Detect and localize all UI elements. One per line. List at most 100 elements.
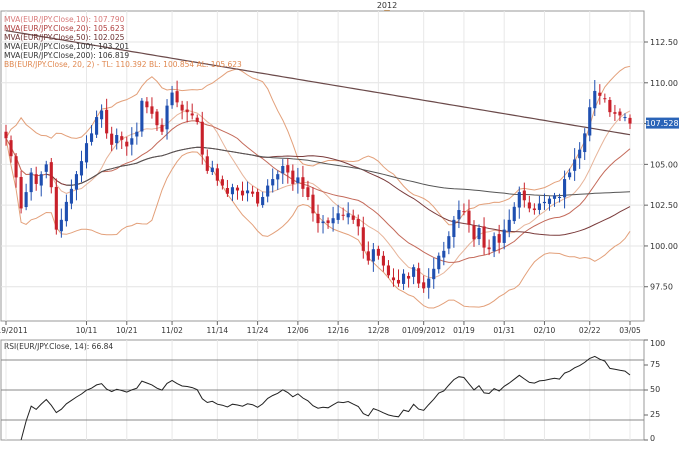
- candle: [321, 215, 325, 234]
- mva200-line: [5, 30, 631, 136]
- candle: [49, 157, 53, 194]
- candle: [140, 98, 144, 137]
- candle: [145, 97, 149, 114]
- candle: [180, 100, 184, 120]
- candle: [261, 191, 265, 208]
- date-tick-label: 11/14: [207, 326, 229, 335]
- mva100-line: [66, 146, 631, 197]
- candle: [386, 260, 391, 279]
- candle: [306, 180, 310, 201]
- candle: [54, 178, 58, 235]
- candle: [24, 183, 28, 211]
- candle: [407, 272, 411, 288]
- candle: [401, 269, 406, 290]
- candle: [79, 150, 84, 183]
- candle: [125, 136, 129, 156]
- date-tick-label: 02/10: [534, 326, 556, 335]
- price-tick-label: 102.50: [650, 201, 678, 210]
- candle: [547, 196, 552, 211]
- candle: [110, 126, 114, 152]
- candle: [14, 153, 18, 188]
- candle: [281, 159, 285, 184]
- candle: [271, 168, 275, 193]
- candle: [396, 269, 401, 287]
- candle: [34, 166, 38, 191]
- candle: [467, 199, 471, 233]
- candle: [588, 99, 592, 142]
- candle: [583, 128, 587, 161]
- candle: [371, 243, 375, 272]
- candle: [64, 194, 68, 227]
- candle: [95, 110, 99, 138]
- rsi-tick-label: 75: [650, 360, 660, 369]
- candle: [195, 114, 199, 125]
- date-tick-label: 12/28: [368, 326, 390, 335]
- rsi-y-axis: 100 75 50 25 0: [644, 339, 665, 443]
- candle: [472, 220, 476, 247]
- candle: [301, 165, 305, 197]
- candle: [532, 203, 536, 215]
- legend-mva20: MVA(EUR/JPY.Close,20): 105.623: [4, 24, 125, 33]
- candle: [59, 208, 63, 238]
- candle: [608, 97, 612, 117]
- candle: [502, 219, 506, 250]
- date-tick-label: 03/05: [619, 326, 641, 335]
- candle: [39, 171, 43, 197]
- legend-mva50: MVA(EUR/JPY.Close,50): 102.025: [4, 33, 125, 42]
- candle: [170, 85, 174, 109]
- candle: [185, 101, 189, 123]
- top-year-label: 2012: [377, 1, 397, 10]
- candle: [351, 209, 355, 224]
- legend: MVA(EUR/JPY.Close,10): 107.790 MVA(EUR/J…: [4, 15, 242, 69]
- candle: [497, 224, 501, 254]
- candle: [4, 124, 8, 146]
- last-price-value: 107.528: [645, 119, 678, 128]
- candle: [492, 232, 496, 258]
- candle: [623, 113, 627, 122]
- date-tick-label: 11/24: [247, 326, 269, 335]
- candle: [391, 268, 396, 287]
- candle: [422, 275, 426, 293]
- date-tick-label: 01/31: [493, 326, 515, 335]
- price-tick-label: 97.50: [650, 283, 673, 292]
- candle: [276, 170, 280, 190]
- candle: [150, 97, 154, 119]
- legend-mva10: MVA(EUR/JPY.Close,10): 107.790: [4, 15, 125, 24]
- candle: [296, 167, 300, 194]
- candle: [361, 216, 365, 259]
- price-y-axis: 112.50110.00107.50105.00102.50100.0097.5…: [644, 38, 678, 292]
- candle: [578, 142, 582, 169]
- candle: [512, 202, 516, 224]
- legend-mva200: MVA(EUR/JPY.Close,200): 106.819: [4, 51, 129, 60]
- date-tick-label: 12/16: [327, 326, 349, 335]
- candle: [437, 252, 441, 274]
- candle: [200, 111, 204, 165]
- rsi-tick-label: 50: [650, 385, 660, 394]
- date-tick-label: 12/06: [287, 326, 309, 335]
- mva10-line: [5, 109, 631, 279]
- candle: [603, 93, 607, 103]
- top-date-bar: [0, 0, 680, 10]
- candle: [69, 179, 73, 210]
- candle: [89, 125, 94, 146]
- candle: [9, 135, 13, 163]
- candle: [552, 192, 557, 207]
- candle: [417, 262, 421, 289]
- candle: [190, 103, 194, 120]
- candle: [29, 167, 33, 201]
- date-tick-label: 09/19/2011: [0, 326, 28, 335]
- date-tick-label: 01/09/2012: [402, 326, 445, 335]
- candle: [412, 264, 416, 285]
- candle: [115, 128, 119, 150]
- candle: [251, 185, 255, 197]
- candle: [19, 170, 23, 214]
- price-tick-label: 112.50: [650, 38, 678, 47]
- candle: [225, 179, 229, 197]
- date-tick-label: 10/21: [116, 326, 138, 335]
- candle: [175, 80, 179, 108]
- candle: [487, 239, 491, 256]
- candle: [130, 127, 134, 156]
- rsi-line: [20, 355, 631, 440]
